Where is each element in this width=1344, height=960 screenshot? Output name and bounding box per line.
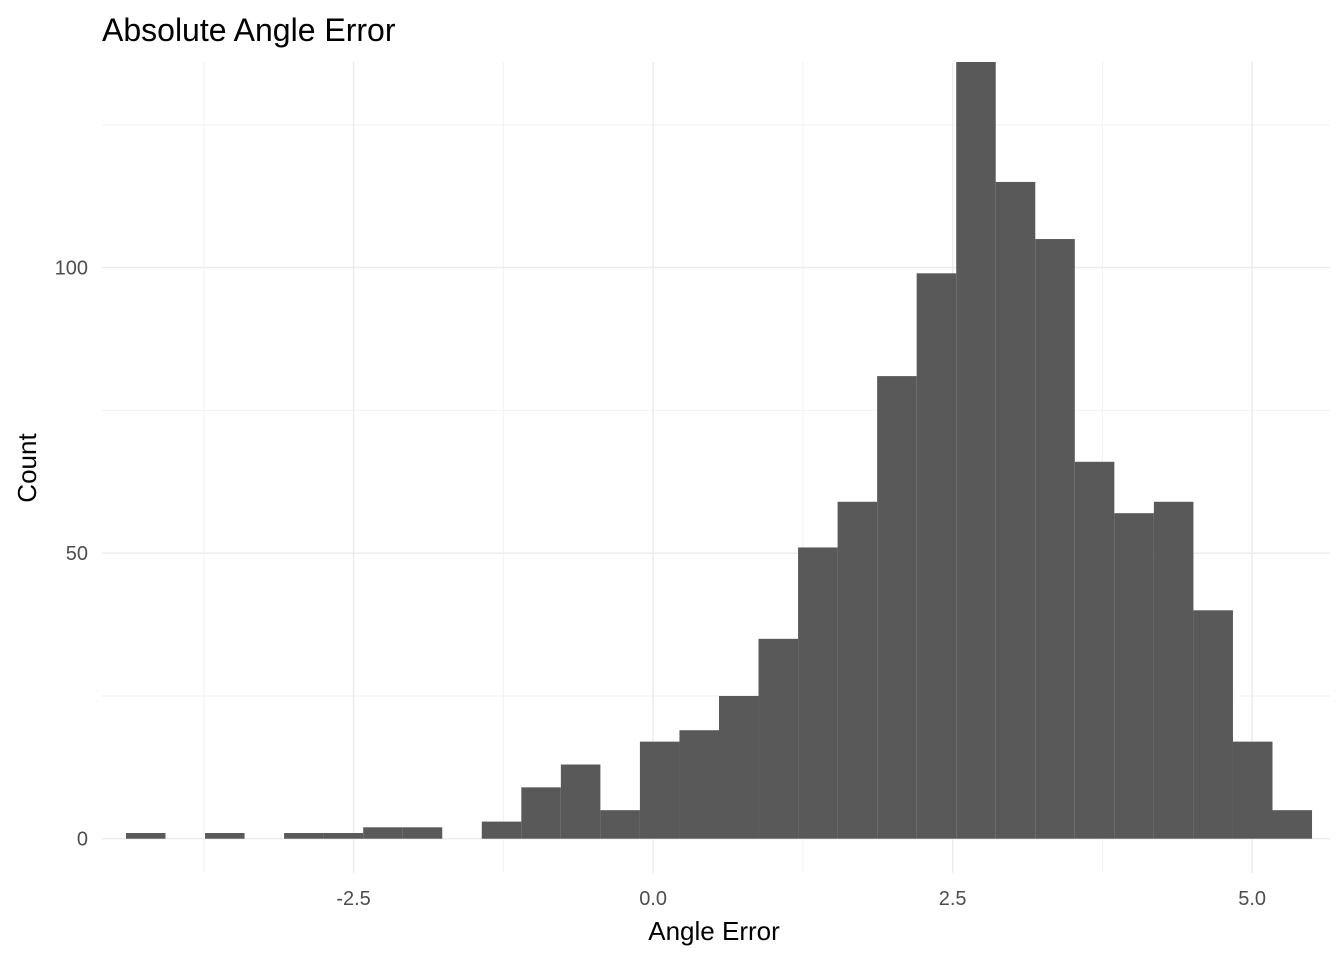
histogram-bar: [639, 741, 680, 839]
x-tick-label: 5.0: [1238, 888, 1266, 910]
histogram-bar: [798, 547, 838, 839]
histogram-bar: [916, 273, 957, 839]
histogram-bar: [995, 181, 1036, 839]
histogram-bar: [205, 833, 245, 839]
histogram-bar: [758, 638, 799, 839]
histogram-bar: [1232, 741, 1273, 839]
bars: [125, 62, 1313, 839]
x-axis-ticks: -2.5 0.0 2.5 5.0: [336, 888, 1266, 910]
histogram-bar: [1074, 461, 1115, 839]
y-tick-label: 50: [66, 543, 88, 565]
histogram-bar: [560, 764, 601, 839]
histogram-bar: [125, 833, 166, 839]
histogram-bar: [877, 376, 917, 839]
chart-title: Absolute Angle Error: [102, 12, 396, 48]
x-tick-label: 2.5: [939, 888, 967, 910]
histogram-bar: [402, 827, 443, 839]
y-axis-title: Count: [12, 433, 42, 503]
histogram-bar: [956, 62, 996, 839]
histogram-bar: [323, 833, 364, 839]
histogram-bar: [363, 827, 403, 839]
y-tick-label: 100: [55, 258, 88, 280]
histogram-bar: [1193, 610, 1233, 839]
x-tick-label: -2.5: [336, 888, 370, 910]
histogram-bar: [679, 730, 719, 839]
histogram-bar: [481, 821, 522, 839]
histogram-bar: [1114, 513, 1154, 839]
histogram-bar: [1272, 810, 1313, 839]
histogram-bar: [600, 810, 640, 839]
histogram-bar: [837, 501, 878, 839]
histogram-bar: [1035, 239, 1075, 839]
histogram-bar: [284, 833, 324, 839]
y-tick-label: 0: [77, 829, 88, 851]
x-tick-label: 0.0: [639, 888, 667, 910]
histogram-bar: [521, 787, 561, 839]
histogram-bar: [718, 695, 759, 839]
x-axis-title: Angle Error: [648, 916, 780, 946]
histogram-bar: [1153, 501, 1194, 839]
y-axis-ticks: 0 50 100: [55, 258, 88, 851]
